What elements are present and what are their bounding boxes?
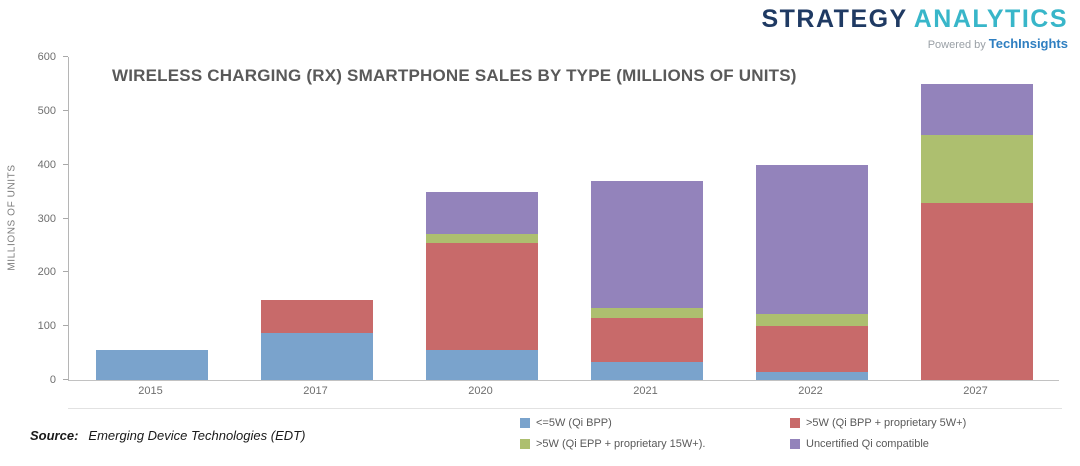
- legend-item: >5W (Qi EPP + proprietary 15W+).: [520, 438, 782, 450]
- x-axis-label: 2020: [468, 385, 493, 397]
- legend-item: Uncertified Qi compatible: [790, 438, 966, 450]
- bar-stack: [425, 191, 538, 380]
- legend-item: >5W (Qi BPP + proprietary 5W+): [790, 417, 966, 429]
- legend-item: <=5W (Qi BPP): [520, 417, 782, 429]
- bar-segment: [920, 203, 1033, 380]
- bar-segment: [755, 326, 868, 372]
- bar-segment: [755, 371, 868, 380]
- legend-swatch: [790, 439, 800, 449]
- bar-segment: [95, 350, 208, 380]
- bar-segment: [920, 135, 1033, 204]
- legend-swatch: [520, 418, 530, 428]
- bar-segment: [425, 242, 538, 351]
- bar-segment: [590, 180, 703, 309]
- bar-segment: [590, 362, 703, 380]
- y-tick-label: 500: [37, 104, 56, 117]
- bar-segment: [755, 314, 868, 327]
- source-note: Source: Emerging Device Technologies (EDT…: [30, 428, 305, 443]
- bar-segment: [260, 332, 373, 380]
- bar-stack: [755, 164, 868, 380]
- x-axis-label: 2015: [138, 385, 163, 397]
- y-tick-mark: [63, 163, 68, 165]
- legend-label: >5W (Qi BPP + proprietary 5W+): [806, 417, 967, 429]
- techinsights-brand: TechInsights: [988, 35, 1068, 51]
- legend-label: >5W (Qi EPP + proprietary 15W+).: [536, 438, 706, 450]
- y-tick-label: 600: [37, 51, 56, 63]
- powered-by-line: Powered by TechInsights: [761, 36, 1068, 51]
- bar-group: [894, 57, 1059, 380]
- x-axis-label: 2017: [303, 385, 328, 397]
- y-tick-mark: [63, 56, 68, 57]
- bar-segment: [425, 191, 538, 234]
- bar-group: [69, 57, 234, 380]
- y-tick-label: 400: [37, 158, 56, 171]
- plot-area: [68, 57, 1059, 381]
- y-tick-mark: [63, 109, 68, 111]
- x-axis-label: 2021: [633, 385, 658, 397]
- bar-segment: [755, 164, 868, 315]
- bar-group: [564, 57, 729, 380]
- legend: <=5W (Qi BPP) >5W (Qi BPP + proprietary 5…: [520, 417, 966, 450]
- y-tick-mark: [63, 271, 68, 273]
- logo-strategy-text: STRATEGY: [761, 5, 908, 33]
- y-tick-label: 100: [37, 320, 56, 333]
- bar-group: [729, 57, 894, 380]
- bar-stack: [920, 83, 1033, 380]
- strategy-analytics-logo: STRATEGY ANALYTICS Powered by TechInsights: [761, 5, 1068, 51]
- y-tick-mark: [63, 379, 68, 380]
- bar-segment: [920, 83, 1033, 136]
- legend-swatch: [520, 439, 530, 449]
- bar-segment: [590, 308, 703, 319]
- legend-swatch: [790, 418, 800, 428]
- x-axis-labels: 2015 2017 2020 2021 2022 2027: [68, 385, 1058, 397]
- bar-group: [234, 57, 399, 380]
- source-text: Emerging Device Technologies (EDT): [88, 428, 306, 443]
- powered-by-text: Powered by: [927, 38, 986, 51]
- x-axis-label: 2027: [963, 385, 988, 397]
- bar-segment: [425, 350, 538, 380]
- logo-wordmark: STRATEGY ANALYTICS: [761, 5, 1068, 34]
- x-axis-baseline: [68, 408, 1062, 409]
- bar-segment: [260, 300, 373, 333]
- legend-label: Uncertified Qi compatible: [806, 438, 929, 450]
- y-tick-label: 0: [49, 374, 56, 386]
- source-label: Source:: [30, 428, 79, 443]
- bars: [69, 57, 1059, 380]
- bar-stack: [590, 180, 703, 380]
- y-tick-label: 200: [37, 266, 56, 279]
- y-tick-mark: [63, 217, 68, 219]
- legend-label: <=5W (Qi BPP): [536, 417, 612, 429]
- y-tick-mark: [63, 325, 68, 327]
- bar-stack: [260, 300, 373, 380]
- bar-group: [399, 57, 564, 380]
- y-axis: 0 100 200 300 400 500 600: [0, 51, 68, 386]
- x-axis-label: 2022: [798, 385, 823, 397]
- bar-stack: [95, 350, 208, 380]
- bar-segment: [590, 318, 703, 363]
- bar-segment: [425, 233, 538, 243]
- y-tick-label: 300: [37, 212, 56, 225]
- logo-analytics-text: ANALYTICS: [913, 5, 1068, 33]
- chart-title: WIRELESS CHARGING (RX) SMARTPHONE SALES …: [112, 66, 797, 85]
